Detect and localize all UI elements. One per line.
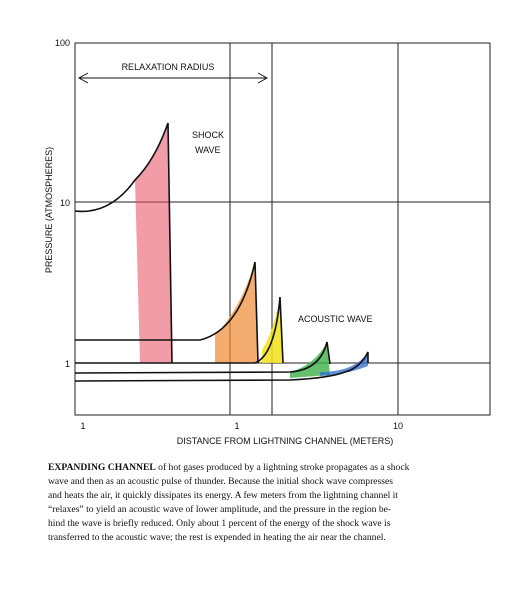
wave-curve [75, 296, 284, 364]
caption-line: EXPANDING CHANNEL of hot gases produced … [48, 462, 410, 473]
shock-fill [135, 123, 172, 363]
annotation: ACOUSTIC WAVE [298, 314, 373, 324]
plot-frame [74, 42, 491, 416]
wave-curve [74, 351, 369, 382]
caption-line: “relaxes” to yield an acoustic wave of l… [48, 504, 391, 515]
caption-line: transferred to the acoustic wave; the re… [48, 532, 386, 543]
caption-line: hind the wave is briefly reduced. Only a… [48, 518, 391, 529]
x-tick-label: 1 [80, 421, 85, 431]
wave-curve [75, 261, 259, 364]
y-tick-label: 1 [65, 359, 70, 369]
wave-fill [290, 342, 330, 378]
x-tick-label: 1 [234, 421, 239, 431]
annotation: WAVE [195, 145, 221, 155]
y-axis-label: PRESSURE (ATMOSPHERES) [44, 147, 54, 273]
x-tick-label: 10 [393, 421, 403, 431]
annotation: RELAXATION RADIUS [122, 62, 215, 72]
wave-fill [320, 352, 368, 376]
y-tick-label: 100 [55, 38, 70, 48]
shock-curve [74, 122, 173, 364]
caption-line: wave and then as an acoustic pulse of th… [48, 476, 393, 487]
wave-curve [74, 341, 331, 374]
caption-line: and heats the air, it quickly dissipates… [48, 490, 398, 501]
arrow-head [77, 72, 269, 84]
caption-text: of hot gases produced by a lightning str… [156, 462, 410, 473]
x-axis-label: DISTANCE FROM LIGHTNING CHANNEL (METERS) [177, 436, 394, 446]
y-tick-label: 10 [60, 198, 70, 208]
annotation: SHOCK [192, 130, 224, 140]
caption-lead: EXPANDING CHANNEL [48, 462, 156, 473]
